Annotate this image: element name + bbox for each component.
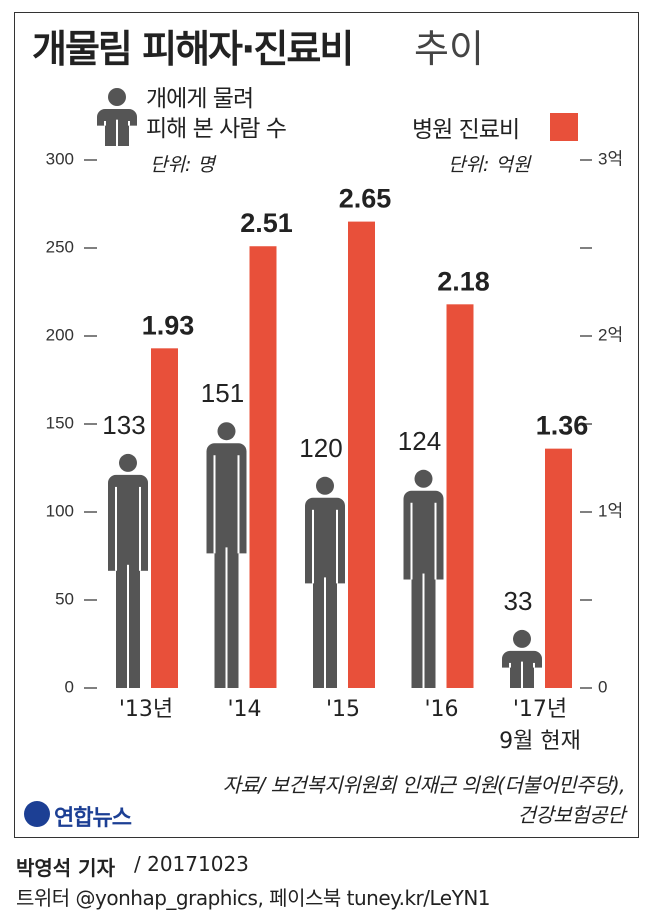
value-label: 1.36 xyxy=(536,411,589,441)
value-label: 151 xyxy=(201,378,244,408)
y-tick-label: 250 xyxy=(46,237,74,256)
bar xyxy=(348,221,375,688)
chart-title: 개물림 피해자·진료비 xyxy=(32,27,354,71)
person-gap xyxy=(534,667,543,689)
person-marker xyxy=(402,469,445,689)
frame xyxy=(14,12,639,838)
value-label: 2.51 xyxy=(240,208,293,238)
value-label: 2.18 xyxy=(437,266,490,296)
unit-label: 단위: 명 xyxy=(150,154,215,176)
person-gap xyxy=(402,579,412,689)
person-gap xyxy=(129,125,138,147)
y-tick-label: 150 xyxy=(46,413,74,432)
y-tick-label: 50 xyxy=(55,589,74,608)
x-tick-label: '14 xyxy=(227,697,262,722)
bar xyxy=(249,246,277,689)
person-marker xyxy=(107,453,149,689)
x-tick-label: '17년 9월 현재 xyxy=(499,697,581,754)
value-label: 124 xyxy=(398,426,441,456)
person-marker xyxy=(501,629,543,689)
x-tick-label: '13년 xyxy=(118,697,174,722)
bar xyxy=(545,448,572,688)
person-gap xyxy=(435,579,445,689)
value-label: 133 xyxy=(102,410,145,440)
y-tick-label: 100 xyxy=(46,501,74,520)
date: / 20171023 xyxy=(134,852,249,876)
person-head xyxy=(513,629,531,648)
person-head xyxy=(217,422,236,441)
y2-tick-label: 3억 xyxy=(598,149,623,168)
person-gap xyxy=(337,583,346,689)
person-gap xyxy=(96,125,105,147)
y-tick-label: 0 xyxy=(65,677,74,696)
bar xyxy=(446,304,474,688)
legend-label: 개에게 물려 피해 본 사람 수 xyxy=(146,86,287,142)
person-gap xyxy=(205,553,215,689)
person-gap xyxy=(107,570,116,689)
person-head xyxy=(316,476,334,495)
person-gap xyxy=(238,553,248,689)
person-marker xyxy=(205,422,248,689)
y-tick-label: 200 xyxy=(46,325,74,344)
person-gap xyxy=(304,583,313,689)
value-label: 33 xyxy=(504,586,533,616)
y2-tick-label: 0 xyxy=(598,677,607,696)
person-head xyxy=(119,453,137,472)
source: 자료/ 보건복지위원회 인재근 의원(더불어민주당), 건강보험공단 xyxy=(222,773,626,827)
value-label: 1.93 xyxy=(142,310,195,340)
logo-icon xyxy=(24,801,50,827)
legend-label: 병원 진료비 xyxy=(412,117,520,143)
reporter: 박영석 기자 xyxy=(16,856,115,880)
person-gap xyxy=(140,570,149,689)
y-tick-label: 300 xyxy=(46,149,74,168)
unit-label: 단위: 억원 xyxy=(448,154,531,176)
y2-tick-label: 1억 xyxy=(598,501,623,520)
x-tick-label: '15 xyxy=(325,697,361,722)
logo: 연합뉴스 xyxy=(54,806,132,831)
legend-swatch xyxy=(550,113,578,141)
social: 트위터 @yonhap_graphics, 페이스북 tuney.kr/LeYN… xyxy=(16,886,491,910)
person-gap xyxy=(501,667,510,689)
legend-marker xyxy=(96,88,138,147)
bar xyxy=(151,348,178,688)
chart-title-suffix: 추이 xyxy=(414,27,484,71)
x-tick-label: '16 xyxy=(424,697,459,722)
value-label: 2.65 xyxy=(339,184,392,214)
value-label: 120 xyxy=(299,433,342,463)
y2-tick-label: 2억 xyxy=(598,325,623,344)
person-head xyxy=(414,469,433,488)
person-marker xyxy=(304,476,346,689)
person-head xyxy=(108,88,126,106)
